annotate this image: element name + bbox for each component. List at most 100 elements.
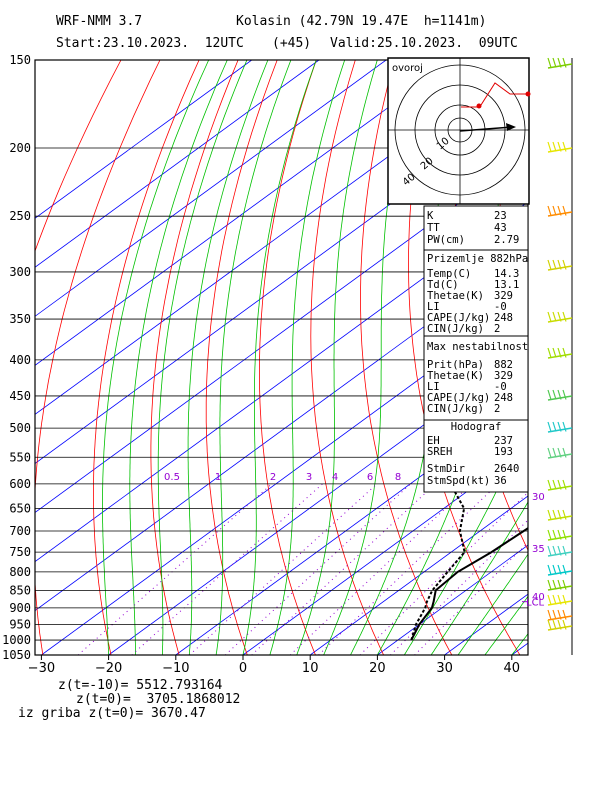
pressure-tick-label: 550 bbox=[9, 450, 31, 464]
mixing-ratio-label: 8 bbox=[395, 472, 401, 483]
hodograf-row-value: 2640 bbox=[494, 463, 519, 475]
wind-barb bbox=[547, 619, 573, 631]
index-tt-value: 43 bbox=[494, 222, 507, 234]
wind-barb bbox=[547, 609, 573, 621]
storm-motion-vector bbox=[459, 126, 513, 132]
model-title: WRF-NMM 3.7 bbox=[56, 14, 143, 29]
surface-row-label: CAPE(J/kg) bbox=[427, 312, 490, 324]
temperature-tick-label: 10 bbox=[302, 661, 319, 676]
wind-barb bbox=[547, 259, 573, 271]
wind-barb bbox=[547, 509, 573, 521]
hodograph-point bbox=[476, 103, 482, 109]
max-instability-row-label: Prit(hPa) bbox=[427, 359, 484, 371]
pressure-tick-label: 800 bbox=[9, 565, 31, 579]
pressure-tick-label: 200 bbox=[9, 141, 31, 155]
pressure-tick-label: 400 bbox=[9, 353, 31, 367]
hodograph-box bbox=[387, 57, 530, 205]
hodograf-row-label: StmSpd(kt) bbox=[427, 475, 490, 487]
max-instability-row-label: CIN(J/kg) bbox=[427, 403, 484, 415]
max-instability-row-value: 882 bbox=[494, 359, 513, 371]
hodograph-point bbox=[525, 91, 531, 97]
max-instability-row-value: 2 bbox=[494, 403, 500, 415]
index-tt-label: TT bbox=[427, 222, 440, 234]
isotherm-line bbox=[35, 201, 528, 563]
wind-barb bbox=[547, 347, 573, 359]
max-instability-row-value: 329 bbox=[494, 370, 513, 382]
moist-adiabat-label: 40 bbox=[532, 592, 545, 603]
wind-barb bbox=[547, 579, 573, 591]
moist-adiabat bbox=[242, 60, 317, 655]
moist-adiabat bbox=[187, 60, 269, 655]
isotherm-line bbox=[35, 60, 252, 219]
surface-row-value: -0 bbox=[494, 301, 507, 313]
hodograf-row-label: StmDir bbox=[427, 463, 465, 475]
pressure-tick-label: 350 bbox=[9, 312, 31, 326]
temperature-tick-label: −20 bbox=[95, 661, 122, 676]
mixing-ratio-line bbox=[189, 483, 378, 655]
wind-barb bbox=[547, 545, 573, 557]
max-instability-row-label: LI bbox=[427, 381, 440, 393]
hodograf-row-value: 193 bbox=[494, 446, 513, 458]
dry-adiabat bbox=[586, 60, 600, 655]
pressure-tick-label: 300 bbox=[9, 265, 31, 279]
index-pw-label: PW(cm) bbox=[427, 234, 465, 246]
wind-barb bbox=[547, 564, 573, 576]
max-instability-title: Max nestabilnost bbox=[427, 341, 528, 353]
mixing-ratio-label: 3 bbox=[306, 472, 312, 483]
surface-row-value: 329 bbox=[494, 290, 513, 302]
pressure-tick-label: 700 bbox=[9, 524, 31, 538]
height-zero: z(t=0)= 3705.1868012 bbox=[76, 692, 241, 707]
hodograf-row-value: 36 bbox=[494, 475, 507, 487]
pressure-tick-label: 1000 bbox=[2, 633, 31, 647]
mixing-ratio-line bbox=[318, 483, 499, 655]
pressure-tick-label: 150 bbox=[9, 53, 31, 67]
index-k-value: 23 bbox=[494, 210, 507, 222]
pressure-tick-label: 1050 bbox=[2, 648, 31, 662]
isotherm-line bbox=[175, 397, 528, 655]
mixing-ratio-line bbox=[414, 541, 528, 655]
lcl-label: LCL bbox=[526, 598, 545, 609]
surface-row-value: 2 bbox=[494, 323, 500, 335]
surface-row-label: CIN(J/kg) bbox=[427, 323, 484, 335]
mixing-ratio-line bbox=[224, 483, 411, 655]
isotherm-line bbox=[579, 60, 600, 655]
temperature-tick-label: 40 bbox=[504, 661, 521, 676]
max-instability-row-value: 248 bbox=[494, 392, 513, 404]
temperature-tick-label: −10 bbox=[162, 661, 189, 676]
storm-motion-arrowhead bbox=[506, 123, 516, 131]
pressure-tick-label: 450 bbox=[9, 389, 31, 403]
dry-adiabat bbox=[92, 60, 200, 655]
wind-barb bbox=[547, 594, 573, 606]
moist-adiabat-label: 30 bbox=[532, 492, 545, 503]
mixing-ratio-label: 6 bbox=[367, 472, 373, 483]
hodograf-title: Hodograf bbox=[451, 421, 502, 433]
pressure-tick-label: 850 bbox=[9, 583, 31, 597]
dry-adiabat bbox=[205, 60, 278, 655]
isotherm-line bbox=[377, 544, 528, 655]
temperature-tick-label: 20 bbox=[369, 661, 386, 676]
hodograph-title: ovoroj bbox=[392, 63, 423, 74]
isotherm-line bbox=[35, 60, 521, 415]
wind-barb bbox=[547, 205, 573, 217]
moist-adiabat-label: 35 bbox=[532, 544, 545, 555]
mixing-ratio-line bbox=[359, 491, 528, 655]
wind-barb bbox=[547, 447, 573, 459]
pressure-tick-label: 750 bbox=[9, 545, 31, 559]
mixing-ratio-line bbox=[390, 519, 528, 655]
surface-row-value: 248 bbox=[494, 312, 513, 324]
pressure-tick-label: 950 bbox=[9, 617, 31, 631]
temperature-profile bbox=[410, 526, 528, 641]
isotherm-line bbox=[35, 60, 387, 317]
hodograf-row-value: 237 bbox=[494, 435, 513, 447]
surface-title: Prizemlje 882hPa bbox=[427, 253, 528, 265]
moist-adiabat bbox=[215, 60, 292, 655]
isotherm-line bbox=[242, 446, 528, 655]
hodograf-row-label: EH bbox=[427, 435, 440, 447]
temperature-tick-label: 0 bbox=[239, 661, 247, 676]
isotherm-line bbox=[309, 495, 528, 655]
surface-row-value: 14.3 bbox=[494, 268, 519, 280]
surface-row-label: Thetae(K) bbox=[427, 290, 484, 302]
pressure-tick-label: 600 bbox=[9, 477, 31, 491]
pressure-tick-label: 650 bbox=[9, 501, 31, 515]
